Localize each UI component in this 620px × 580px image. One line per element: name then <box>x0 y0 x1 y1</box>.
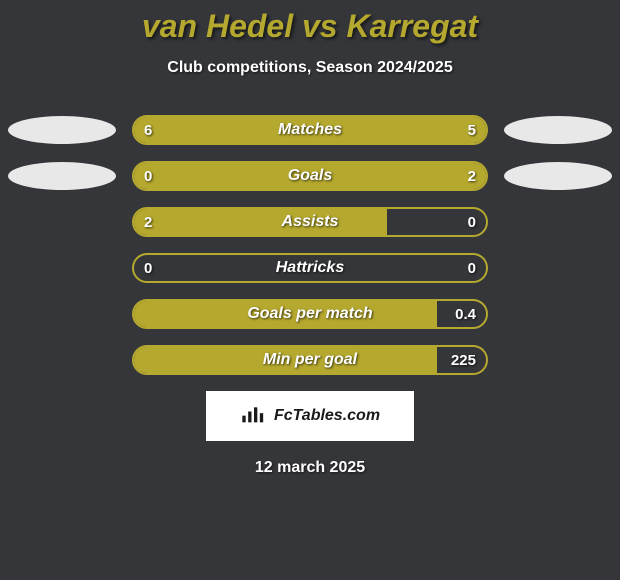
stat-label: Goals per match <box>132 299 488 329</box>
footer-brand-badge[interactable]: FcTables.com <box>206 391 414 441</box>
stat-row: 02Goals <box>8 161 612 191</box>
stat-row: 0.4Goals per match <box>8 299 612 329</box>
page-subtitle: Club competitions, Season 2024/2025 <box>0 59 620 77</box>
player-badge-left <box>8 162 116 190</box>
stat-label: Matches <box>132 115 488 145</box>
stat-label: Assists <box>132 207 488 237</box>
player-badge-left <box>8 116 116 144</box>
stat-row: 225Min per goal <box>8 345 612 375</box>
stat-row: 65Matches <box>8 115 612 145</box>
stat-row: 00Hattricks <box>8 253 612 283</box>
stats-container: 65Matches 02Goals 20Assists 00Hattricks 0.4G… <box>0 115 620 375</box>
player-badge-right <box>504 162 612 190</box>
stat-label: Hattricks <box>132 253 488 283</box>
footer-brand-text: FcTables.com <box>274 407 380 425</box>
stat-bar: 00Hattricks <box>132 253 488 283</box>
stat-bar: 02Goals <box>132 161 488 191</box>
stat-bar: 225Min per goal <box>132 345 488 375</box>
stat-bar: 0.4Goals per match <box>132 299 488 329</box>
player-badge-right <box>504 116 612 144</box>
stat-label: Goals <box>132 161 488 191</box>
date-text: 12 march 2025 <box>0 459 620 477</box>
page-title: van Hedel vs Karregat <box>0 0 620 45</box>
stat-bar: 65Matches <box>132 115 488 145</box>
chart-icon <box>240 404 268 429</box>
stat-bar: 20Assists <box>132 207 488 237</box>
stat-row: 20Assists <box>8 207 612 237</box>
stat-label: Min per goal <box>132 345 488 375</box>
